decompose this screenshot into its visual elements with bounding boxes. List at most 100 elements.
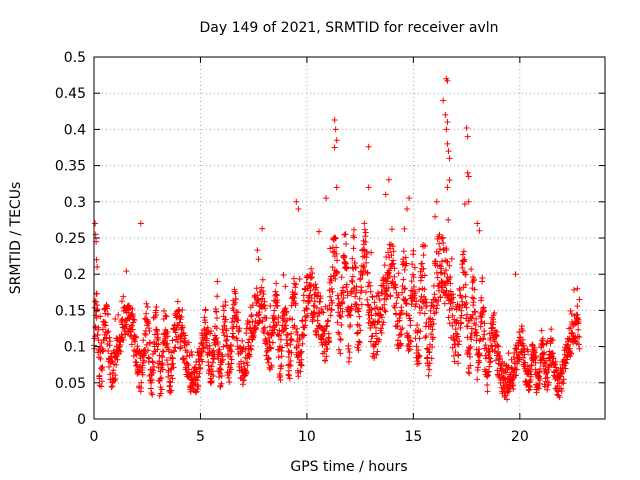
data-point (465, 198, 472, 205)
data-point (361, 226, 368, 233)
data-point (536, 369, 543, 376)
data-point (495, 348, 502, 355)
data-point (536, 376, 543, 383)
data-point (398, 331, 405, 338)
data-point (299, 318, 306, 325)
data-point (164, 361, 171, 368)
data-point (290, 275, 297, 282)
data-point (192, 389, 199, 396)
data-point (471, 286, 478, 293)
data-point (512, 271, 519, 278)
data-point (468, 315, 475, 322)
data-point (300, 292, 307, 299)
data-point (474, 220, 481, 227)
data-point (441, 300, 448, 307)
data-point (414, 322, 421, 329)
data-point (179, 307, 186, 314)
data-point (358, 301, 365, 308)
data-point (476, 352, 483, 359)
data-point (236, 325, 243, 332)
data-point (114, 356, 121, 363)
data-point (324, 318, 331, 325)
data-point (271, 315, 278, 322)
data-point (308, 295, 315, 302)
data-point (576, 334, 583, 341)
data-point (177, 345, 184, 352)
data-point (257, 288, 264, 295)
data-point (352, 293, 359, 300)
data-point (473, 315, 480, 322)
data-point (132, 338, 139, 345)
data-point (286, 367, 293, 374)
data-point (249, 318, 256, 325)
data-point (448, 255, 455, 262)
data-point (450, 336, 457, 343)
data-point (413, 298, 420, 305)
data-point (259, 295, 266, 302)
data-point (330, 249, 337, 256)
data-point (218, 357, 225, 364)
data-point (566, 335, 573, 342)
data-point (261, 298, 268, 305)
data-point (548, 326, 555, 333)
data-point (295, 206, 302, 213)
data-point (482, 352, 489, 359)
data-point (208, 378, 215, 385)
data-point (556, 394, 563, 401)
data-point (366, 279, 373, 286)
data-point (379, 290, 386, 297)
data-point (132, 359, 139, 366)
data-point (383, 288, 390, 295)
data-point (304, 272, 311, 279)
data-point (168, 387, 175, 394)
data-point (113, 361, 120, 368)
data-point (260, 288, 267, 295)
data-point (406, 346, 413, 353)
data-point (397, 311, 404, 318)
data-point (421, 243, 428, 250)
data-point (328, 277, 335, 284)
data-point (325, 317, 332, 324)
data-point (542, 383, 549, 390)
data-point (372, 324, 379, 331)
data-point (446, 177, 453, 184)
data-point (428, 299, 435, 306)
axis-ticks (93, 56, 605, 420)
data-point (288, 349, 295, 356)
data-point (492, 357, 499, 364)
data-point (395, 291, 402, 298)
data-point (218, 372, 225, 379)
data-point (445, 148, 452, 155)
data-point (490, 318, 497, 325)
data-point (510, 386, 517, 393)
data-point (326, 337, 333, 344)
data-point (397, 326, 404, 333)
data-point (526, 386, 533, 393)
data-point (310, 302, 317, 309)
data-point (327, 293, 334, 300)
data-point (449, 322, 456, 329)
data-point (438, 278, 445, 285)
data-point (308, 265, 315, 272)
data-point (256, 309, 263, 316)
data-point (574, 333, 581, 340)
data-point (553, 366, 560, 373)
data-point (549, 337, 556, 344)
y-tick-labels: 0 0.05 0.1 0.15 0.2 0.25 0.3 0.35 0.4 0.45 0.5 (55, 50, 86, 428)
data-point (332, 126, 339, 133)
data-point (542, 360, 549, 367)
data-point (424, 354, 431, 361)
data-point (435, 283, 442, 290)
data-point (430, 334, 437, 341)
data-point (292, 284, 299, 291)
data-point (374, 348, 381, 355)
data-point (489, 321, 496, 328)
data-point (469, 279, 476, 286)
data-point (364, 270, 371, 277)
data-point (96, 354, 103, 361)
data-point (211, 351, 218, 358)
data-point (98, 378, 105, 385)
data-point (532, 359, 539, 366)
data-point (145, 320, 152, 327)
data-point (381, 262, 388, 269)
